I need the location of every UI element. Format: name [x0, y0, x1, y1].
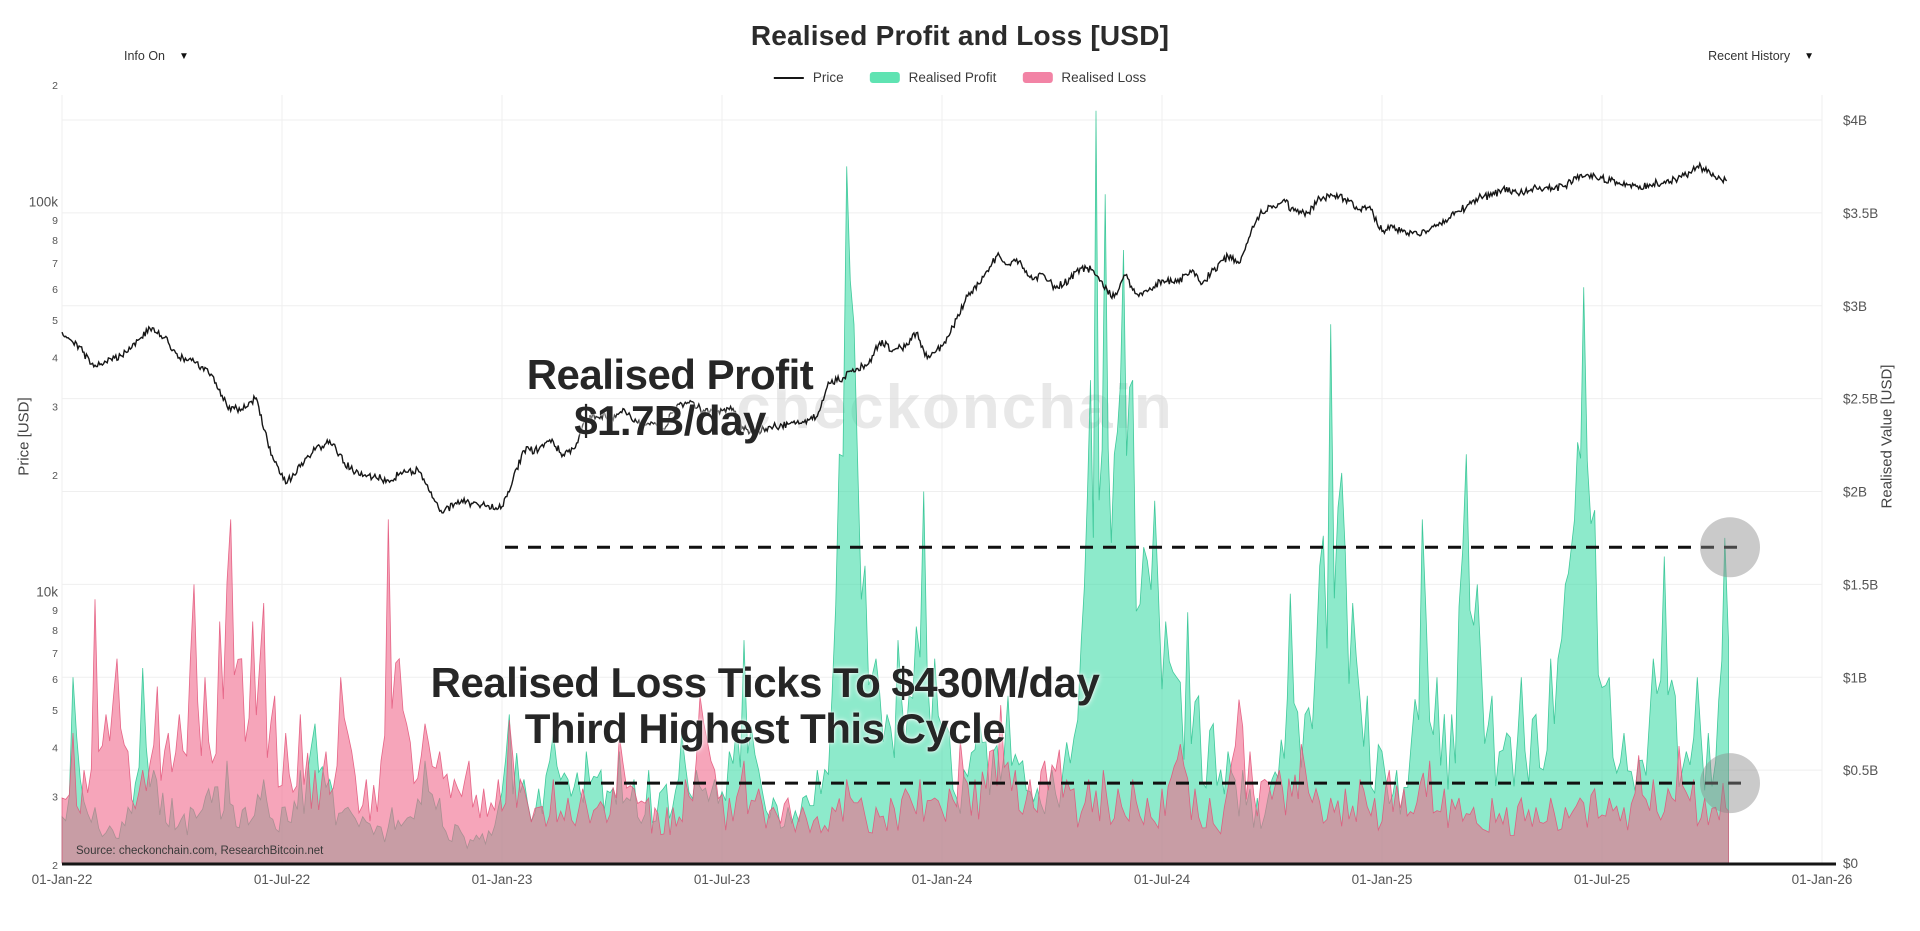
- x-tick-label: 01-Jul-25: [1574, 872, 1630, 887]
- x-tick-label: 01-Jul-22: [254, 872, 310, 887]
- legend: Price Realised Profit Realised Loss: [773, 70, 1146, 85]
- value-tick-label: $0: [1843, 856, 1858, 871]
- price-tick-label: 6: [52, 674, 58, 686]
- price-tick-label: 4: [52, 353, 58, 365]
- annotation-text-line: Realised Profit: [526, 351, 814, 398]
- legend-label: Price: [812, 70, 844, 85]
- price-tick-label: 7: [52, 258, 58, 270]
- source-credit: Source: checkonchain.com, ResearchBitcoi…: [76, 845, 324, 857]
- legend-item-realised-loss[interactable]: Realised Loss: [1022, 70, 1146, 85]
- price-tick-label: 3: [52, 401, 58, 413]
- x-tick-label: 01-Jan-24: [912, 872, 973, 887]
- price-tick-label: 8: [52, 625, 58, 637]
- price-tick-label: 2: [52, 470, 58, 482]
- legend-item-realised-profit[interactable]: Realised Profit: [869, 70, 997, 85]
- price-tick-label: 7: [52, 648, 58, 660]
- info-toggle-dropdown[interactable]: Info On ▼: [118, 48, 195, 64]
- price-tick-label: 4: [52, 743, 58, 755]
- legend-label: Realised Loss: [1061, 70, 1147, 85]
- value-tick-label: $3B: [1843, 299, 1867, 314]
- chevron-down-icon: ▼: [179, 50, 189, 62]
- info-toggle-label: Info On: [124, 49, 165, 63]
- price-tick-label: 10k: [36, 584, 58, 599]
- value-tick-label: $1.5B: [1843, 577, 1878, 592]
- price-tick-label: 9: [52, 215, 58, 227]
- annotation-text-line: $1.7B/day: [574, 396, 766, 444]
- price-tick-label: 5: [52, 705, 58, 717]
- highlight-circle: [1700, 517, 1760, 578]
- legend-swatch: [773, 76, 804, 79]
- value-tick-label: $2.5B: [1843, 392, 1878, 407]
- annotation-realised-loss: Realised Loss Ticks To $430M/day Third H…: [315, 660, 1215, 752]
- annotation-text-line: Realised Loss Ticks To $430M/day: [430, 659, 1100, 706]
- x-tick-label: 01-Jan-22: [32, 872, 93, 887]
- legend-label: Realised Profit: [908, 70, 997, 85]
- legend-swatch: [869, 72, 900, 83]
- value-tick-label: $1B: [1843, 670, 1867, 685]
- price-tick-label: 3: [52, 791, 58, 803]
- value-tick-label: $4B: [1843, 113, 1867, 128]
- x-tick-label: 01-Jan-26: [1792, 872, 1853, 887]
- y-axis-title-price: Price [USD]: [15, 397, 33, 476]
- realised-loss-area: [61, 519, 1729, 864]
- price-tick-label: 100k: [29, 194, 59, 209]
- price-tick-label: 9: [52, 605, 58, 617]
- price-tick-label: 8: [52, 235, 58, 247]
- gridlines: [61, 95, 1823, 863]
- highlight-circle: [1700, 753, 1760, 814]
- annotation-text-line: Third Highest This Cycle: [524, 704, 1006, 752]
- x-tick-label: 01-Jan-23: [472, 872, 533, 887]
- x-tick-label: 01-Jul-23: [694, 872, 750, 887]
- x-tick-label: 01-Jan-25: [1352, 872, 1413, 887]
- annotation-realised-profit: Realised Profit $1.7B/day: [420, 352, 920, 444]
- history-range-dropdown[interactable]: Recent History ▼: [1702, 48, 1820, 64]
- price-tick-label: 6: [52, 284, 58, 296]
- price-tick-label: 5: [52, 315, 58, 327]
- legend-swatch: [1022, 72, 1053, 83]
- checkonchain-watermark: checkonchain: [736, 373, 1173, 442]
- history-range-label: Recent History: [1708, 49, 1791, 63]
- chevron-down-icon: ▼: [1804, 50, 1814, 62]
- price-tick-label: 2: [52, 80, 58, 92]
- y-axis-title-realised-value: Realised Value [USD]: [1878, 364, 1896, 509]
- x-tick-label: 01-Jul-24: [1134, 872, 1191, 887]
- price-line: [61, 161, 1728, 514]
- value-tick-label: $3.5B: [1843, 206, 1878, 221]
- value-tick-label: $0.5B: [1843, 763, 1878, 778]
- value-tick-label: $2B: [1843, 485, 1867, 500]
- page-title: Realised Profit and Loss [USD]: [750, 20, 1170, 51]
- price-tick-label: 2: [52, 860, 58, 872]
- legend-item-price[interactable]: Price: [773, 70, 844, 85]
